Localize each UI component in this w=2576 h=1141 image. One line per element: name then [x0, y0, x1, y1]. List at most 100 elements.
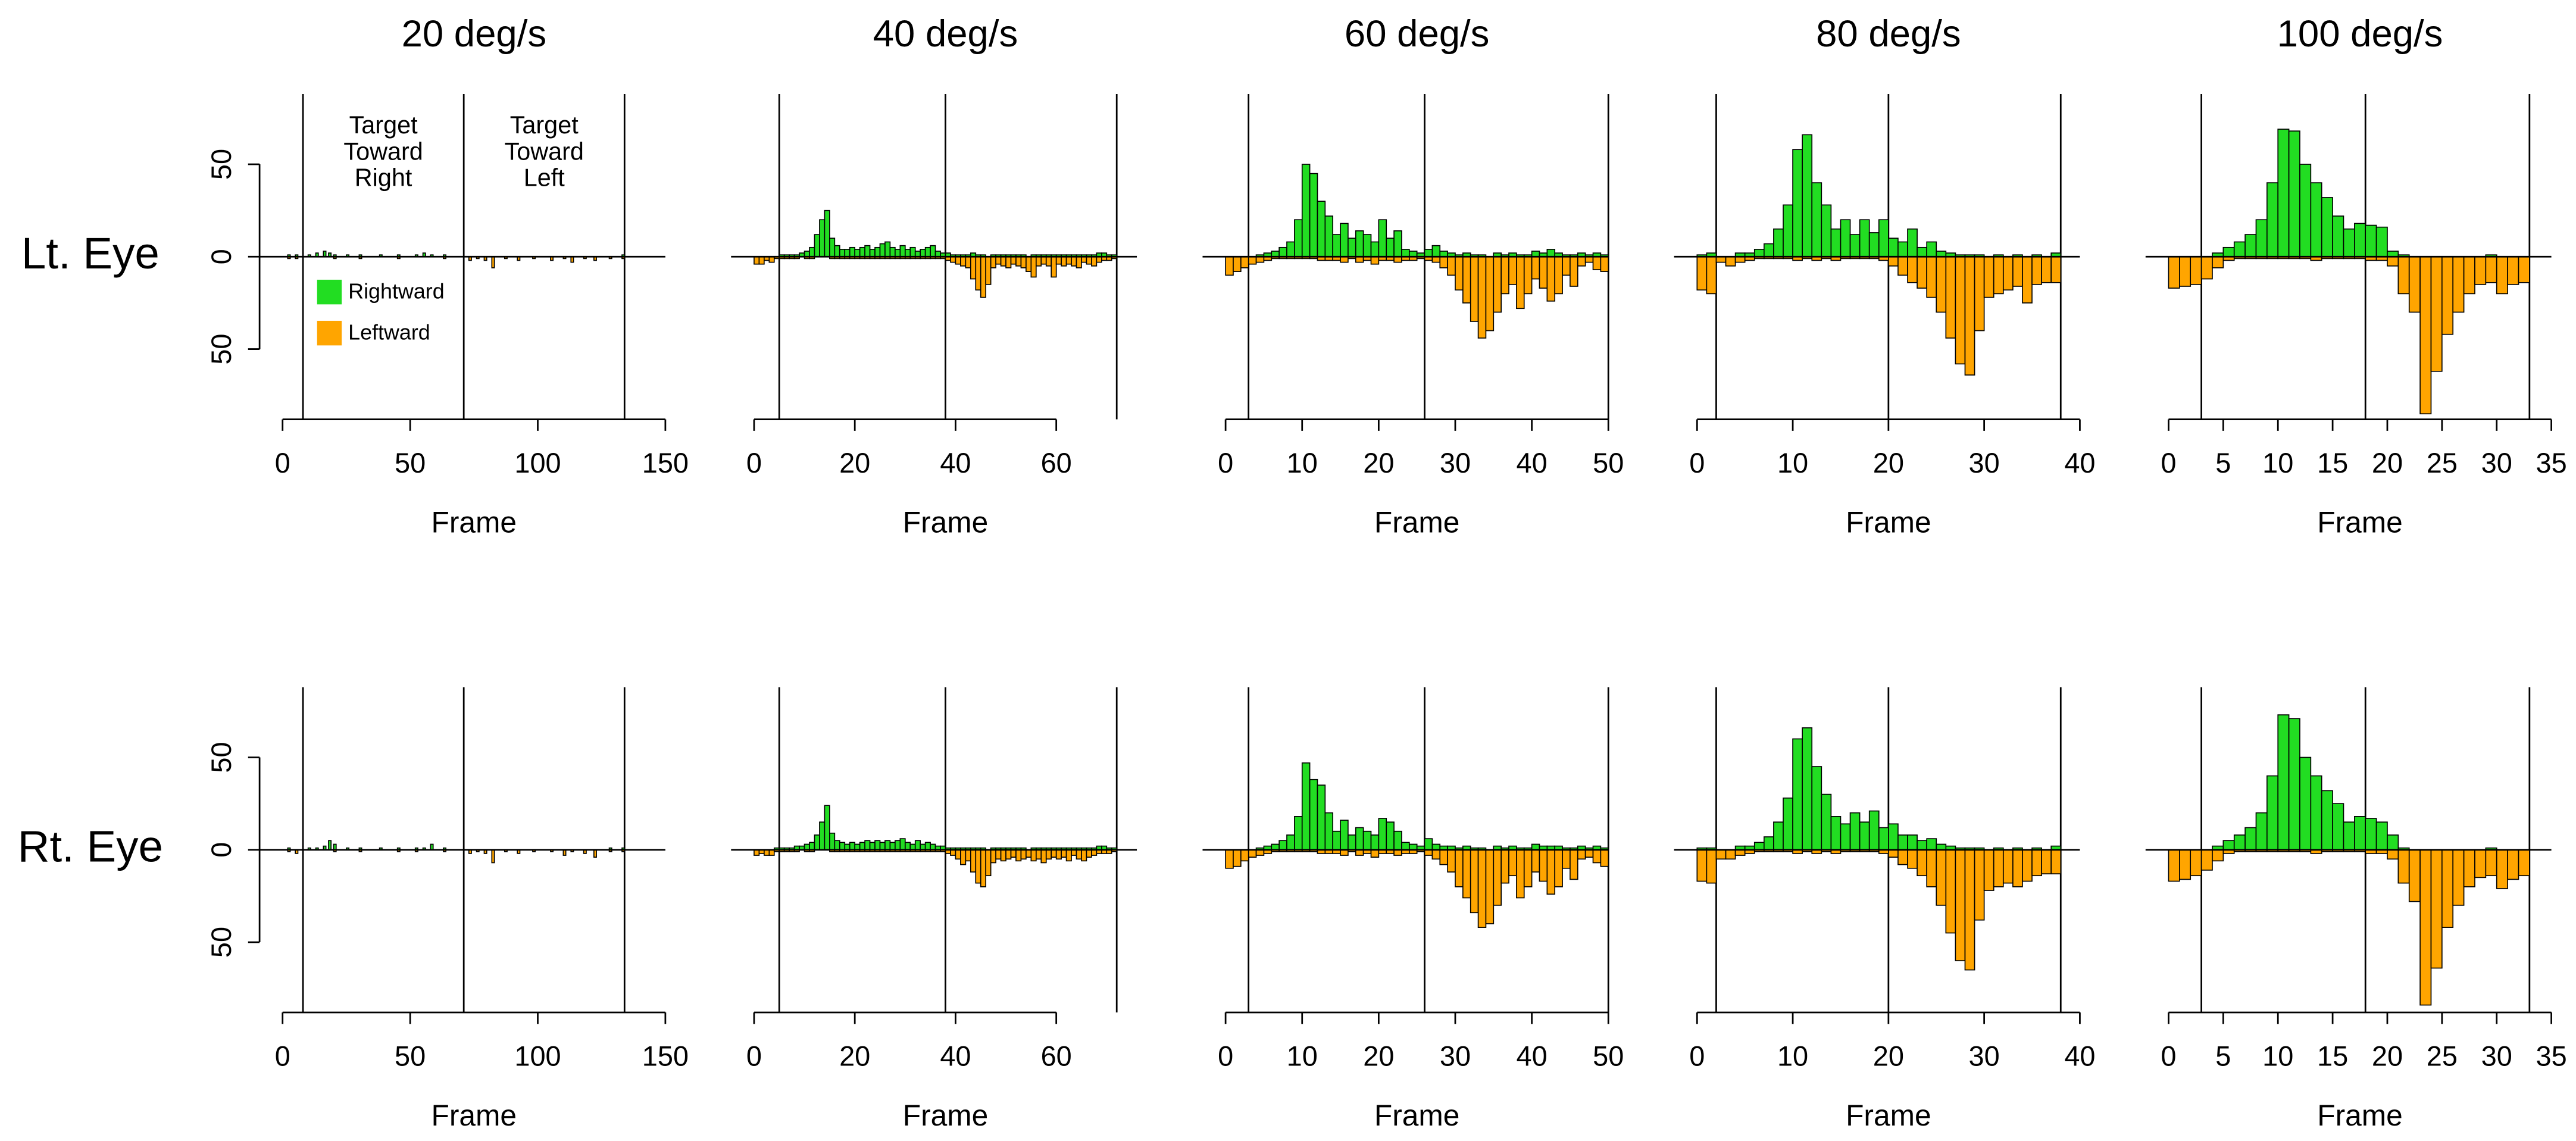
- bar: [809, 842, 815, 851]
- bar: [1005, 256, 1012, 268]
- bar: [2332, 215, 2344, 258]
- x-tick-label: 0: [1218, 448, 1233, 479]
- bar: [1439, 256, 1448, 268]
- bar: [874, 840, 881, 851]
- x-axis-label: Frame: [1374, 505, 1460, 539]
- x-tick-label: 35: [2536, 448, 2567, 479]
- bar: [2474, 256, 2487, 285]
- bar: [1255, 849, 1265, 856]
- bar: [1055, 256, 1062, 265]
- bar: [570, 256, 574, 263]
- bar: [1386, 237, 1395, 258]
- bar: [2365, 224, 2377, 258]
- bar: [323, 251, 327, 258]
- bar: [1897, 241, 1908, 258]
- bar: [1086, 256, 1092, 265]
- y-tick-label: 50: [206, 333, 237, 364]
- x-tick-label: 0: [746, 448, 762, 479]
- bar: [909, 843, 916, 851]
- bar: [874, 246, 881, 258]
- bar: [2012, 256, 2023, 287]
- bar: [491, 849, 495, 864]
- bar: [1477, 849, 1487, 928]
- bar: [1294, 816, 1303, 851]
- bar: [2452, 849, 2465, 906]
- bar: [1696, 849, 1708, 882]
- bar: [1792, 738, 1803, 851]
- bar: [2354, 223, 2366, 258]
- bar: [869, 842, 876, 851]
- bar: [1309, 173, 1318, 258]
- bar: [1030, 849, 1037, 862]
- bar: [904, 842, 911, 851]
- bar: [819, 219, 826, 258]
- x-tick-label: 50: [395, 1041, 426, 1072]
- bar: [1802, 727, 1813, 851]
- bar: [1531, 843, 1540, 851]
- bar: [1802, 134, 1813, 258]
- bar: [1859, 821, 1870, 851]
- bar: [1091, 849, 1098, 856]
- bar: [1516, 256, 1525, 310]
- row-label: Lt. Eye: [21, 229, 160, 278]
- bar: [1348, 237, 1356, 258]
- x-tick-label: 25: [2427, 1041, 2458, 1072]
- bar: [1485, 256, 1495, 332]
- bar: [2200, 256, 2213, 280]
- bar: [1516, 849, 1525, 899]
- bar: [333, 843, 337, 851]
- bar: [2310, 182, 2322, 258]
- bar: [1439, 251, 1448, 258]
- bar: [1091, 256, 1098, 267]
- bar: [1447, 256, 1456, 276]
- bar: [754, 256, 760, 265]
- x-tick-label: 40: [2064, 1041, 2095, 1072]
- x-axis-label: Frame: [2317, 1099, 2403, 1132]
- x-tick-label: 40: [940, 448, 971, 479]
- bar: [1462, 849, 1471, 899]
- bar: [2387, 834, 2399, 851]
- bar: [2332, 803, 2344, 851]
- bar: [1508, 849, 1517, 877]
- bar: [1888, 823, 1899, 851]
- bar: [2452, 256, 2465, 313]
- bar: [1706, 849, 1717, 884]
- y-tick-label: 50: [206, 149, 237, 180]
- bar: [1040, 256, 1047, 265]
- bar: [1983, 849, 1994, 891]
- bar: [920, 249, 926, 258]
- bar: [960, 849, 967, 865]
- bar: [2200, 849, 2213, 871]
- bar: [2518, 256, 2530, 283]
- bar: [2244, 234, 2257, 258]
- x-tick-label: 25: [2427, 448, 2458, 479]
- bar: [1225, 256, 1234, 276]
- bar: [1076, 256, 1082, 268]
- bar: [930, 245, 936, 258]
- bar: [1045, 256, 1052, 267]
- bar: [1955, 256, 1966, 365]
- bar: [909, 246, 916, 258]
- bar: [1821, 204, 1832, 258]
- bar: [1248, 849, 1257, 858]
- bar: [1401, 842, 1410, 851]
- bar: [1570, 849, 1578, 880]
- bar: [1286, 834, 1295, 851]
- bar: [924, 246, 931, 258]
- bar: [1888, 237, 1899, 258]
- bar: [1531, 256, 1540, 280]
- bar: [1897, 849, 1908, 865]
- bar: [768, 256, 775, 263]
- bar: [1045, 849, 1052, 860]
- bar: [1955, 849, 1966, 961]
- bar: [1917, 840, 1927, 851]
- bar: [1907, 849, 1918, 869]
- legend-label: Rightward: [348, 280, 445, 304]
- panel-title: 20 deg/s: [402, 13, 547, 55]
- x-tick-label: 5: [2215, 1041, 2231, 1072]
- bar: [1431, 849, 1441, 860]
- bar: [824, 805, 830, 851]
- y-tick-label: 50: [206, 927, 237, 958]
- bar: [2288, 718, 2300, 851]
- bar: [1577, 256, 1586, 267]
